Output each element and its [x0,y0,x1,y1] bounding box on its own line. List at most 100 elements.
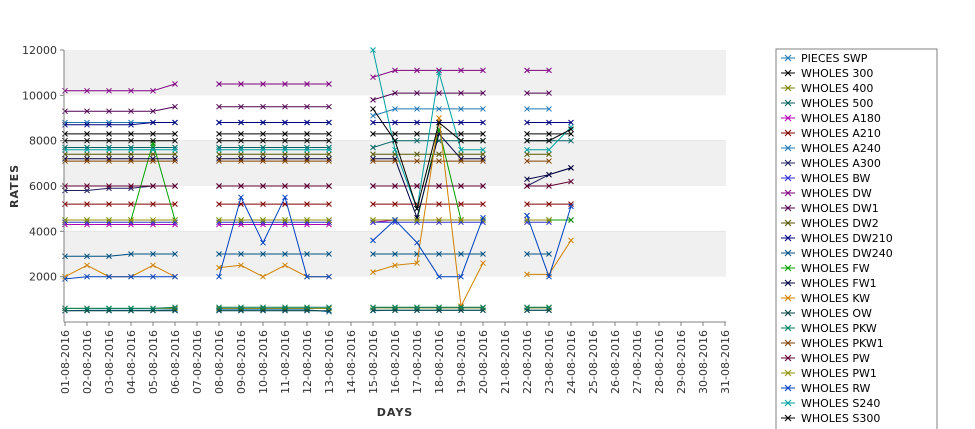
data-point [150,219,156,226]
data-point [216,131,222,137]
data-point [480,219,486,226]
data-point [414,214,420,221]
data-point [524,212,530,219]
data-point [546,251,552,257]
data-point [106,121,112,128]
data-point [392,131,398,137]
data-point [370,74,376,81]
x-tick-label: 16-08-2016 [389,330,402,394]
data-point [524,131,530,137]
data-point [304,103,310,110]
data-point [260,155,266,162]
legend-marker [784,339,792,347]
legend-label: WHOLES PKW1 [801,337,884,350]
legend-item: WHOLES A300 [781,157,881,170]
data-point [84,151,90,158]
data-point [392,219,398,226]
legend-label: WHOLES A180 [801,112,881,125]
legend-label: WHOLES 400 [801,82,873,95]
data-point [106,155,112,162]
data-point [84,219,90,226]
data-point [370,201,376,207]
data-point [150,140,156,146]
legend-item: WHOLES DW1 [781,202,879,215]
data-point [392,67,398,74]
legend-label: PIECES SWP [801,52,868,65]
data-point [150,158,156,164]
data-point [150,146,156,153]
data-point [128,185,134,192]
data-point [326,151,332,158]
data-point [150,155,156,162]
series-18 [62,307,552,314]
legend-marker [784,219,792,227]
legend-item: WHOLES FW1 [781,277,877,290]
data-point [216,151,222,158]
data-point [458,67,464,74]
series-21 [62,178,574,189]
series-line [65,49,572,211]
data-point [392,304,398,311]
data-point [524,90,530,96]
series-line [65,219,571,225]
data-point [84,262,90,269]
data-point [260,137,266,144]
legend-item: WHOLES DW [781,187,872,200]
data-point [480,90,486,96]
data-point [62,87,68,94]
legend-item: WHOLES S300 [781,412,880,425]
data-point [282,305,288,312]
legend-item: WHOLES OW [781,307,872,320]
x-tick-label: 07-08-2016 [191,330,204,394]
data-point [238,119,244,126]
x-tick-label: 12-08-2016 [301,330,314,394]
data-point [480,260,486,266]
data-point [524,176,530,183]
data-point [414,304,420,311]
legend-item: WHOLES A180 [781,112,881,125]
data-point [436,251,442,257]
legend-item: WHOLES PW1 [781,367,877,380]
data-point [62,155,68,162]
data-point [568,201,574,207]
data-point [304,151,310,158]
data-point [282,137,288,144]
data-point [128,155,134,162]
legend-item: WHOLES DW210 [781,232,893,245]
data-point [62,119,68,126]
series-line [65,306,549,309]
data-point [436,115,442,121]
data-point [458,146,464,153]
data-point [172,273,178,280]
legend-marker [784,144,792,152]
data-point [326,305,332,312]
data-point [172,251,178,257]
data-point [172,81,178,87]
data-point [172,305,178,312]
data-point [414,131,420,137]
data-point [84,146,90,153]
data-point [326,146,332,153]
data-point [216,183,222,189]
data-point [84,155,90,162]
data-point [326,131,332,137]
legend-box [775,48,938,429]
legend-item: WHOLES A210 [781,127,881,140]
legend-item: WHOLES BW [781,172,871,185]
data-point [150,108,156,115]
x-tick-label: 31-08-2016 [719,330,732,394]
data-point [370,155,376,162]
data-point [304,304,310,311]
legend-marker [784,54,792,62]
data-point [392,201,398,207]
data-point [106,217,112,223]
data-point [480,251,486,257]
x-tick-label: 24-08-2016 [565,330,578,394]
data-point [238,304,244,311]
x-tick-label: 14-08-2016 [345,330,358,394]
data-point [128,146,134,153]
data-point [238,251,244,257]
data-point [106,201,112,207]
data-point [150,217,156,223]
data-point [84,144,90,151]
